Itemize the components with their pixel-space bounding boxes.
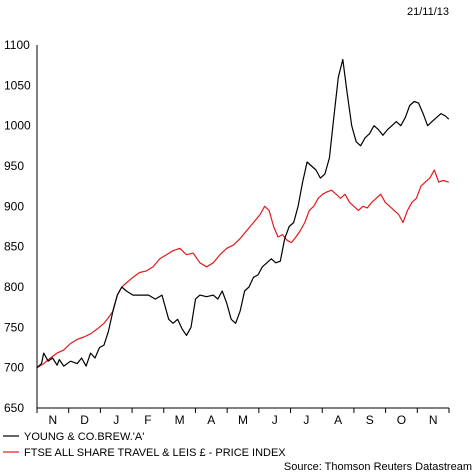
x-tick-label: M — [175, 413, 185, 427]
x-tick-label: J — [272, 413, 278, 427]
x-tick-label: M — [238, 413, 248, 427]
x-tick-label: N — [429, 413, 438, 427]
x-tick-label: J — [303, 413, 309, 427]
y-tick-label: 700 — [4, 361, 24, 375]
series-lines — [36, 58, 450, 369]
x-tick-label: A — [334, 413, 342, 427]
x-axis-ticks — [36, 408, 450, 413]
y-tick-label: 800 — [4, 280, 24, 294]
x-tick-label: N — [49, 413, 58, 427]
y-tick-label: 650 — [4, 401, 24, 415]
y-axis-labels: 650 700 750 800 850 900 950 1000 1050 1100 — [4, 38, 31, 415]
legend: YOUNG & CO.BREW.'A' FTSE ALL SHARE TRAVE… — [3, 431, 286, 459]
y-tick-label: 850 — [4, 240, 24, 254]
series-line-0 — [36, 58, 450, 369]
x-tick-label: J — [113, 413, 119, 427]
y-tick-label: 900 — [4, 199, 24, 213]
y-tick-label: 750 — [4, 320, 24, 334]
y-tick-label: 1100 — [4, 38, 30, 52]
x-tick-label: F — [144, 413, 151, 427]
x-tick-label: D — [80, 413, 89, 427]
x-tick-label: A — [207, 413, 215, 427]
x-tick-label: O — [397, 413, 406, 427]
x-tick-label: S — [366, 413, 374, 427]
y-tick-label: 1000 — [4, 119, 31, 133]
y-tick-label: 1050 — [4, 78, 31, 92]
chart-date: 21/11/13 — [407, 6, 449, 18]
chart-source: Source: Thomson Reuters Datastream — [284, 461, 472, 473]
y-tick-label: 950 — [4, 159, 24, 173]
series-line-1 — [36, 169, 449, 369]
legend-label-young: YOUNG & CO.BREW.'A' — [24, 431, 144, 443]
legend-label-ftse: FTSE ALL SHARE TRAVEL & LEIS £ - PRICE I… — [24, 447, 286, 459]
